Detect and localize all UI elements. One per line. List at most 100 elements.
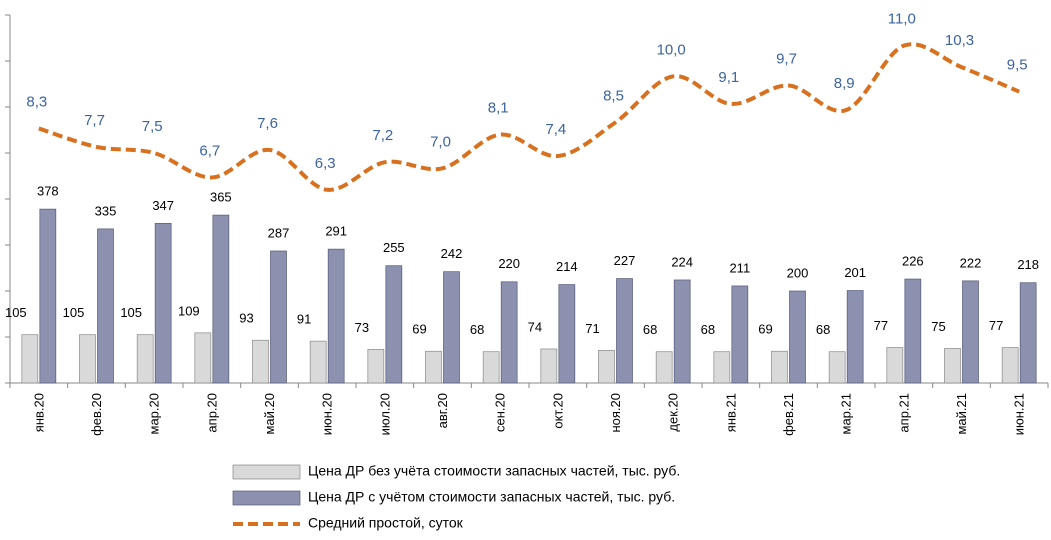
data-label: 91 — [297, 312, 311, 327]
data-label: 8,1 — [488, 100, 509, 117]
data-label: 9,7 — [776, 51, 797, 68]
data-label: 6,7 — [199, 143, 220, 160]
bar — [309, 340, 327, 384]
bar — [154, 223, 172, 384]
bar — [904, 278, 922, 384]
data-label: 200 — [787, 265, 809, 280]
bar — [443, 271, 460, 384]
data-label: 214 — [556, 259, 578, 274]
data-label: 68 — [701, 322, 715, 337]
bar — [713, 351, 731, 384]
data-label: 10,0 — [657, 41, 686, 58]
bar — [846, 290, 864, 384]
bar — [1001, 347, 1019, 384]
data-label: 73 — [355, 320, 369, 335]
bar — [327, 248, 345, 384]
bar — [962, 280, 979, 384]
data-label: 7,6 — [257, 115, 278, 132]
bar — [771, 350, 788, 384]
data-label: 220 — [498, 256, 520, 271]
bar — [500, 281, 518, 384]
x-tick-label: авг.20 — [435, 393, 450, 428]
x-tick-label: апр.20 — [204, 393, 219, 433]
data-label: 8,3 — [26, 93, 47, 110]
data-label: 7,2 — [372, 127, 393, 144]
data-label: 335 — [95, 203, 117, 218]
bar — [655, 351, 673, 384]
x-tick-label: май.21 — [954, 393, 969, 435]
bar — [789, 290, 806, 384]
bar — [367, 349, 385, 384]
x-tick-label: окт.20 — [550, 393, 565, 429]
x-tick-label: июл.20 — [377, 393, 392, 435]
bar — [79, 334, 96, 384]
data-label: 287 — [268, 225, 290, 240]
x-tick-label: мар.21 — [839, 393, 854, 434]
data-label: 7,4 — [545, 121, 566, 138]
data-label: 291 — [325, 224, 347, 239]
bar — [482, 351, 500, 384]
bar — [39, 208, 57, 384]
x-tick-label: фев.20 — [89, 393, 104, 436]
data-label: 7,7 — [84, 112, 105, 129]
data-label: 68 — [470, 322, 484, 337]
data-label: 69 — [758, 322, 772, 337]
bar — [212, 214, 230, 384]
data-label: 105 — [5, 305, 27, 320]
data-label: 75 — [931, 319, 945, 334]
data-label: 218 — [1017, 257, 1039, 272]
bar — [673, 279, 691, 384]
bar — [97, 228, 114, 384]
bar — [731, 285, 749, 384]
x-tick-label: сен.20 — [493, 393, 508, 432]
data-label: 8,9 — [834, 75, 855, 92]
x-tick-label: янв.20 — [31, 393, 46, 432]
data-label: 105 — [63, 305, 85, 320]
x-tick-label: июн.20 — [320, 393, 335, 435]
bar — [385, 265, 403, 384]
x-tick-label: апр.21 — [896, 393, 911, 433]
data-label: 226 — [902, 253, 924, 268]
x-tick-label: июн.21 — [1012, 393, 1027, 435]
x-tick-label: янв.21 — [723, 393, 738, 432]
data-label: 93 — [239, 311, 253, 326]
data-label: 211 — [729, 260, 750, 275]
data-label: 227 — [614, 253, 636, 268]
data-label: 9,5 — [1007, 57, 1028, 74]
bar — [598, 349, 615, 384]
x-tick-label: фев.21 — [781, 393, 796, 436]
bar — [270, 250, 287, 384]
bar — [21, 334, 39, 384]
data-label: 242 — [441, 246, 463, 261]
data-label: 7,0 — [430, 133, 451, 150]
data-label: 378 — [37, 184, 59, 199]
data-label: 9,1 — [718, 69, 739, 86]
data-label: 8,5 — [603, 87, 624, 104]
data-label: 77 — [874, 318, 888, 333]
data-label: 105 — [120, 305, 142, 320]
legend-label: Цена ДР без учёта стоимости запасных час… — [308, 463, 680, 479]
data-label: 11,0 — [888, 11, 916, 28]
bar — [886, 347, 904, 384]
x-tick-label: май.20 — [262, 393, 277, 435]
bar — [558, 284, 576, 384]
x-tick-label: мар.20 — [147, 393, 162, 434]
bar — [540, 348, 558, 384]
data-label: 365 — [210, 190, 232, 205]
line — [38, 42, 1020, 192]
data-label: 7,5 — [142, 118, 163, 135]
data-label: 68 — [816, 322, 830, 337]
legend-swatch — [232, 464, 301, 480]
bar — [944, 348, 961, 384]
data-label: 201 — [844, 265, 866, 280]
data-label: 77 — [989, 318, 1003, 333]
legend-swatch — [232, 490, 301, 506]
bar — [425, 350, 442, 384]
legend-label: Цена ДР с учётом стоимости запасных част… — [308, 489, 675, 505]
bar — [136, 334, 154, 384]
x-tick-label: дек.20 — [666, 393, 681, 432]
data-label: 109 — [178, 303, 200, 318]
data-label: 255 — [383, 240, 405, 255]
data-label: 68 — [643, 322, 657, 337]
